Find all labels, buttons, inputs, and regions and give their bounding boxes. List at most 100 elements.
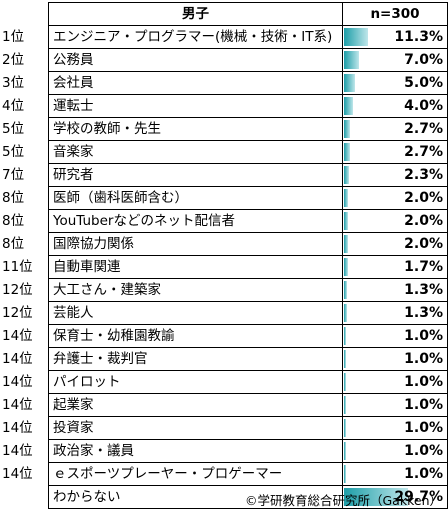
- table-row: 14位 保育士・幼稚園教諭 1.0%: [0, 324, 448, 348]
- value-bar: [344, 350, 347, 368]
- category-label: 自動車関連: [48, 255, 343, 279]
- category-label: 公務員: [48, 48, 343, 72]
- value-label: 2.7%: [404, 144, 443, 160]
- value-label: 2.0%: [404, 236, 443, 252]
- value-label: 1.0%: [404, 351, 443, 367]
- value-label: 2.0%: [404, 190, 443, 206]
- table-row: 5位 音楽家 2.7%: [0, 140, 448, 164]
- category-label: 国際協力関係: [48, 232, 343, 256]
- table-row: 7位 研究者 2.3%: [0, 163, 448, 187]
- category-label: 会社員: [48, 71, 343, 95]
- rank-label: 7位: [2, 167, 25, 183]
- table-row: 8位 国際協力関係 2.0%: [0, 232, 448, 256]
- table-row: 4位 運転士 4.0%: [0, 94, 448, 118]
- table-row: 2位 公務員 7.0%: [0, 48, 448, 72]
- table-row: 14位 ｅスポーツプレーヤー・プロゲーマー 1.0%: [0, 462, 448, 486]
- rank-label: 8位: [2, 190, 25, 206]
- value-bar: [344, 97, 353, 115]
- value-label: 29.7%: [394, 489, 443, 505]
- value-label: 1.0%: [404, 328, 443, 344]
- value-label: 11.3%: [394, 29, 443, 45]
- category-label: 保育士・幼稚園教諭: [48, 324, 343, 348]
- category-label: 運転士: [48, 94, 343, 118]
- table-row: 8位 医師（歯科医師含む） 2.0%: [0, 186, 448, 210]
- value-bar: [344, 373, 347, 391]
- rank-header-spacer: [0, 3, 49, 26]
- category-label: 投資家: [48, 416, 343, 440]
- table-row: 12位 大工さん・建築家 1.3%: [0, 278, 448, 302]
- value-cell: 2.3%: [342, 163, 448, 187]
- value-bar: [344, 419, 347, 437]
- table-row: 14位 政治家・議員 1.0%: [0, 439, 448, 463]
- value-cell: 1.3%: [342, 301, 448, 325]
- value-label: 1.3%: [404, 305, 443, 321]
- value-cell: 29.7%: [342, 485, 448, 509]
- value-bar: [344, 327, 347, 345]
- value-label: 1.0%: [404, 420, 443, 436]
- value-bar: [344, 488, 408, 506]
- category-label: 芸能人: [48, 301, 343, 325]
- table-row: 8位 YouTuberなどのネット配信者 2.0%: [0, 209, 448, 233]
- value-label: 1.0%: [404, 466, 443, 482]
- value-cell: 11.3%: [342, 25, 448, 49]
- credit-text: ©学研教育総合研究所（Gakken）: [245, 493, 442, 508]
- value-label: 1.0%: [404, 397, 443, 413]
- rank-label: 5位: [2, 121, 25, 137]
- value-bar: [344, 258, 348, 276]
- value-bar: [344, 143, 350, 161]
- table-row: 11位 自動車関連 1.7%: [0, 255, 448, 279]
- rank-label: 4位: [2, 98, 25, 114]
- value-cell: 2.0%: [342, 232, 448, 256]
- table-row: 12位 芸能人 1.3%: [0, 301, 448, 325]
- category-label: エンジニア・プログラマー(機械・技術・IT系): [48, 25, 343, 49]
- rank-label: 14位: [2, 466, 33, 482]
- value-cell: 1.0%: [342, 416, 448, 440]
- value-bar: [344, 74, 355, 92]
- value-cell: 4.0%: [342, 94, 448, 118]
- table-header-row: 男子 n=300: [0, 2, 448, 26]
- value-cell: 1.3%: [342, 278, 448, 302]
- rank-label: 14位: [2, 443, 33, 459]
- category-label: 研究者: [48, 163, 343, 187]
- rank-label: 2位: [2, 52, 25, 68]
- value-label: 1.0%: [404, 374, 443, 390]
- table-row: わからない 29.7%: [0, 485, 448, 509]
- value-cell: 1.7%: [342, 255, 448, 279]
- value-cell: 1.0%: [342, 347, 448, 371]
- category-label: わからない: [48, 485, 343, 509]
- table-row: 1位 エンジニア・プログラマー(機械・技術・IT系) 11.3%: [0, 25, 448, 49]
- value-bar: [344, 465, 347, 483]
- value-label: 1.3%: [404, 282, 443, 298]
- value-label: 2.7%: [404, 121, 443, 137]
- value-label: 1.0%: [404, 443, 443, 459]
- value-cell: 1.0%: [342, 370, 448, 394]
- value-bar: [344, 304, 347, 322]
- category-label: 政治家・議員: [48, 439, 343, 463]
- column-header-label: 男子: [48, 2, 343, 26]
- value-cell: 2.0%: [342, 209, 448, 233]
- category-label: 大工さん・建築家: [48, 278, 343, 302]
- value-label: 2.0%: [404, 213, 443, 229]
- table-row: 3位 会社員 5.0%: [0, 71, 448, 95]
- rank-label: 1位: [2, 29, 25, 45]
- category-label: ｅスポーツプレーヤー・プロゲーマー: [48, 462, 343, 486]
- value-bar: [344, 442, 347, 460]
- rank-label: 14位: [2, 397, 33, 413]
- rank-label: [0, 486, 49, 509]
- value-label: 2.3%: [404, 167, 443, 183]
- category-label: 医師（歯科医師含む）: [48, 186, 343, 210]
- value-cell: 2.7%: [342, 117, 448, 141]
- value-cell: 7.0%: [342, 48, 448, 72]
- table-row: 14位 弁護士・裁判官 1.0%: [0, 347, 448, 371]
- rank-label: 5位: [2, 144, 25, 160]
- value-bar: [344, 166, 349, 184]
- value-label: 5.0%: [404, 75, 443, 91]
- rank-label: 11位: [2, 259, 33, 275]
- table-body: 1位 エンジニア・プログラマー(機械・技術・IT系) 11.3% 2位 公務員 7.0% 3…: [0, 25, 448, 509]
- rank-label: 8位: [2, 213, 25, 229]
- category-label: 弁護士・裁判官: [48, 347, 343, 371]
- rank-label: 14位: [2, 328, 33, 344]
- value-label: 7.0%: [404, 52, 443, 68]
- value-bar: [344, 281, 347, 299]
